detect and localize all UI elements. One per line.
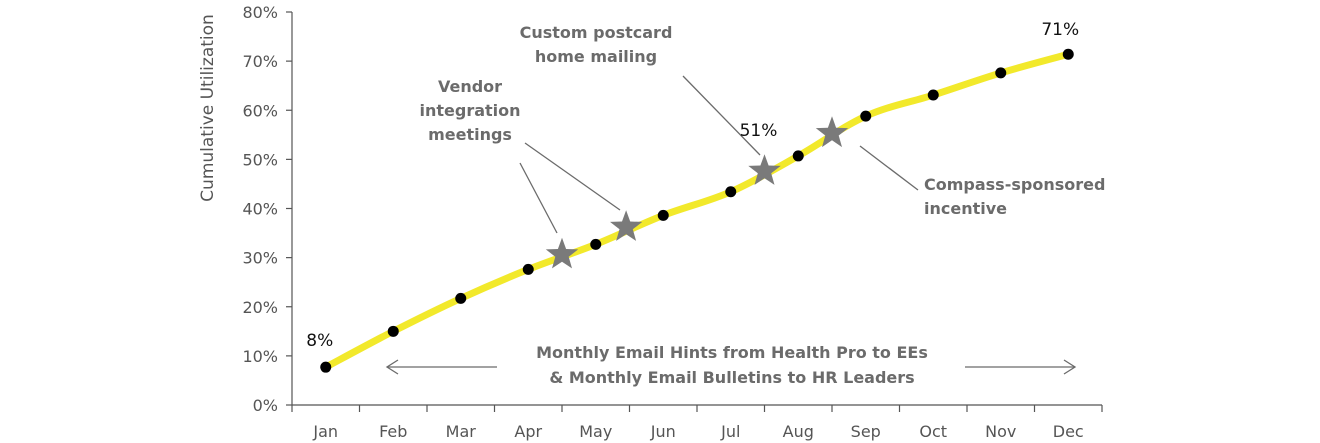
annotation-text: Custom postcard xyxy=(520,23,673,42)
y-tick-label: 60% xyxy=(242,101,278,120)
x-tick-label: Dec xyxy=(1053,422,1084,441)
data-point xyxy=(320,361,332,373)
x-tick-label: Aug xyxy=(783,422,814,441)
x-tick-label: Sep xyxy=(851,422,881,441)
annotation-text: meetings xyxy=(428,125,512,144)
data-label: 71% xyxy=(1041,20,1079,40)
annotation-text: Vendor xyxy=(438,77,502,96)
left-arrowhead xyxy=(385,359,399,375)
y-tick-label: 80% xyxy=(242,3,278,22)
data-point xyxy=(792,150,804,162)
x-tick-label: Jul xyxy=(720,422,740,441)
annotation-leader-line xyxy=(859,145,919,191)
annotation-text: integration xyxy=(419,101,520,120)
data-point xyxy=(860,110,872,122)
x-tick-label: May xyxy=(579,422,612,441)
x-tick-label: Apr xyxy=(514,422,542,441)
x-tick-label: Nov xyxy=(985,422,1016,441)
annotation-text: & Monthly Email Bulletins to HR Leaders xyxy=(549,368,914,387)
y-tick-label: 40% xyxy=(242,200,278,219)
annotation-leader-line xyxy=(524,142,621,211)
y-tick-label: 20% xyxy=(242,298,278,317)
data-point xyxy=(387,325,399,337)
x-tick-label: Feb xyxy=(379,422,407,441)
milestone-star xyxy=(748,154,781,185)
annotation-text: Compass-sponsored xyxy=(924,175,1105,194)
x-tick-label: Oct xyxy=(919,422,947,441)
data-point xyxy=(1062,48,1074,60)
data-point xyxy=(455,292,467,304)
data-label: 51% xyxy=(740,121,778,141)
data-label: 8% xyxy=(306,331,333,351)
y-tick-label: 10% xyxy=(242,347,278,366)
data-point xyxy=(590,238,602,250)
x-tick-label: Jan xyxy=(312,422,338,441)
data-point xyxy=(725,186,737,198)
annotation-leader-line xyxy=(519,162,558,234)
annotation-leader-line xyxy=(682,75,761,156)
milestone-star xyxy=(610,210,643,241)
right-arrowhead xyxy=(1063,359,1077,375)
annotation-text: incentive xyxy=(924,199,1007,218)
y-tick-label: 0% xyxy=(253,396,278,415)
y-tick-label: 70% xyxy=(242,52,278,71)
milestone-star xyxy=(815,116,849,148)
annotation-text: home mailing xyxy=(535,47,657,66)
data-point xyxy=(927,89,939,101)
y-tick-label: 50% xyxy=(242,150,278,169)
y-tick-label: 30% xyxy=(242,249,278,268)
x-tick-label: Jun xyxy=(650,422,676,441)
data-point xyxy=(995,67,1007,79)
milestone-star xyxy=(545,237,579,269)
x-tick-label: Mar xyxy=(446,422,477,441)
y-axis-title: Cumulative Utilization xyxy=(198,14,218,202)
annotation-text: Monthly Email Hints from Health Pro to E… xyxy=(536,343,928,362)
data-point xyxy=(657,209,669,221)
series-line xyxy=(322,50,1072,371)
data-point xyxy=(522,263,534,275)
